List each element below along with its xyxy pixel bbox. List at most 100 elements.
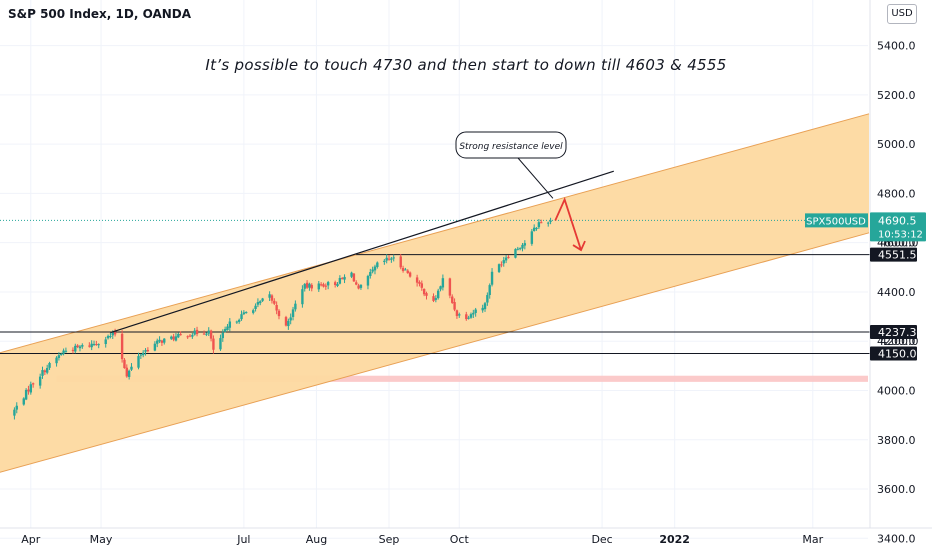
candle-down [341,278,344,280]
candle-down [399,256,402,268]
candle-up [127,370,131,377]
x-tick-label: Mar [802,533,823,546]
candle-up [390,258,393,260]
candle-down [448,278,452,296]
candle-up [55,357,58,364]
candle-up [177,334,180,338]
candle-up [153,343,157,351]
candle-up [261,298,264,301]
candle-up [472,312,475,315]
candle-down [275,304,278,311]
candle-down [401,267,405,271]
candle-up [317,283,320,290]
candle-up [385,257,388,261]
candle-down [195,329,199,335]
candle-up [467,317,470,319]
candle-down [432,296,435,301]
candle-up [97,344,100,346]
candle-up [221,332,224,339]
candle-down [420,283,424,288]
candle-down [324,285,328,287]
candle-up [15,405,18,410]
candle-down [352,273,356,282]
candle-up [259,301,262,304]
candle-up [144,350,147,352]
candle-up [90,343,93,348]
forecast-arrow-path [554,197,582,251]
candle-up [81,345,84,347]
y-tick-label: 3800.0 [877,434,916,447]
candle-down [270,295,274,301]
candle-up [481,307,484,311]
candle-down [305,282,309,288]
candle-up [242,312,246,315]
candle-down [284,317,288,326]
candle-up [404,269,407,271]
candle-up [326,282,330,286]
x-tick-label: Sep [379,533,400,546]
candle-down [357,285,360,289]
candle-down [408,272,412,277]
candle-up [518,248,522,250]
candle-down [451,296,454,303]
candle-up [303,284,306,289]
candle-up [547,222,550,224]
candle-up [191,335,194,337]
candle-up [308,283,311,288]
channel-fill [0,113,869,473]
candle-up [488,285,491,296]
x-tick-label: May [90,533,113,546]
price-level-tag [870,247,917,262]
candle-up [343,276,346,280]
candle-down [500,264,503,266]
countdown-text: 10:53:12 [878,229,923,240]
candle-up [502,260,505,264]
candle-up [207,330,210,334]
candle-down [322,284,325,287]
channel-upper-line [0,113,870,354]
candle-up [237,319,241,322]
candle-down [202,333,206,335]
candle-up [205,333,208,335]
candle-down [88,345,91,347]
candle-down [71,349,75,351]
candle-up [373,266,377,271]
candle-down [123,359,126,369]
candle-up [490,271,494,285]
candle-up [256,302,260,305]
candle-up [268,294,271,298]
x-tick-label: Jul [236,533,250,546]
candle-down [188,335,192,337]
candle-up [163,338,166,343]
x-tick-label: Aug [306,533,327,546]
candle-down [415,277,419,283]
candle-up [174,336,178,341]
candle-up [78,346,82,349]
candle-up [57,355,61,359]
currency-button[interactable]: USD [887,4,917,24]
y-tick-label: 4800.0 [877,187,916,200]
headline-annotation: It’s possible to touch 4730 and then sta… [205,56,727,74]
candle-up [228,321,232,328]
candle-down [31,383,35,385]
candle-up [137,356,140,368]
candle-down [95,344,98,346]
price-level-tag-text: 4150.0 [878,348,917,361]
candle-down [125,367,128,377]
y-tick-label: 3400.0 [877,532,916,545]
candle-up [532,227,536,232]
candle-down [455,310,459,316]
candle-up [38,376,42,386]
candle-down [425,293,428,296]
candle-up [359,284,363,288]
candle-up [497,264,501,272]
x-tick-label: Apr [21,533,41,546]
candle-up [193,330,196,335]
candle-up [301,289,304,305]
candle-down [453,302,456,310]
price-level-tag [870,346,917,361]
last-price-text: 4690.5 [878,214,917,227]
candle-up [392,257,395,259]
